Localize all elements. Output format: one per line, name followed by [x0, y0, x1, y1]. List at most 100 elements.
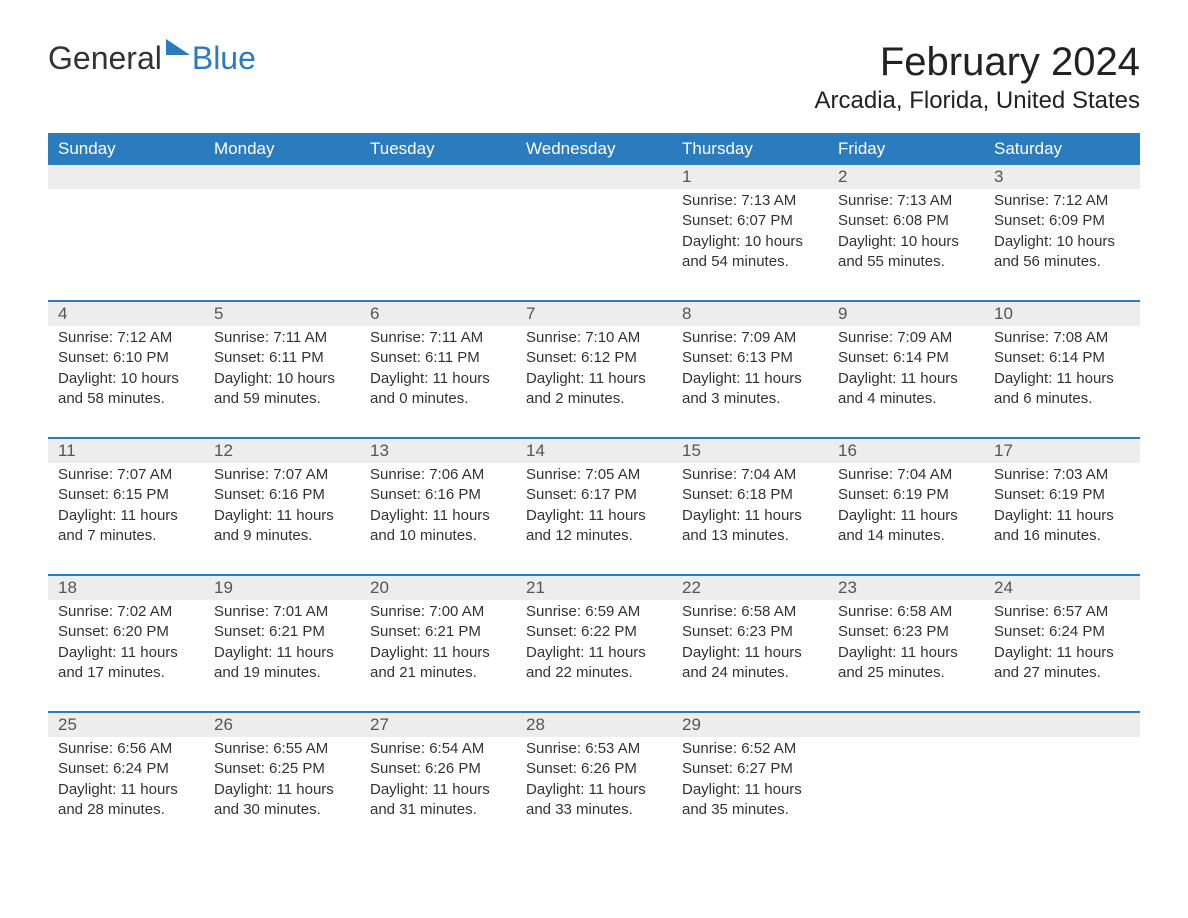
day-number: 17 [984, 439, 1140, 463]
day-number: 16 [828, 439, 984, 463]
calendar-day-cell: 1Sunrise: 7:13 AMSunset: 6:07 PMDaylight… [672, 165, 828, 300]
calendar-day-cell: 10Sunrise: 7:08 AMSunset: 6:14 PMDayligh… [984, 302, 1140, 437]
sunset-text: Sunset: 6:19 PM [994, 485, 1130, 505]
daylight-text: Daylight: 11 hours and 0 minutes. [370, 369, 506, 410]
daylight-text: Daylight: 11 hours and 25 minutes. [838, 643, 974, 684]
day-info: Sunrise: 6:59 AMSunset: 6:22 PMDaylight:… [526, 602, 662, 683]
calendar-week: 18Sunrise: 7:02 AMSunset: 6:20 PMDayligh… [48, 574, 1140, 711]
location-subtitle: Arcadia, Florida, United States [815, 87, 1141, 115]
day-number: 1 [672, 165, 828, 189]
sunrise-text: Sunrise: 7:10 AM [526, 328, 662, 348]
calendar-day-cell: 23Sunrise: 6:58 AMSunset: 6:23 PMDayligh… [828, 576, 984, 711]
sunrise-text: Sunrise: 6:58 AM [838, 602, 974, 622]
calendar-day-cell: 13Sunrise: 7:06 AMSunset: 6:16 PMDayligh… [360, 439, 516, 574]
sunset-text: Sunset: 6:24 PM [994, 622, 1130, 642]
day-info: Sunrise: 7:00 AMSunset: 6:21 PMDaylight:… [370, 602, 506, 683]
calendar-day-cell: 3Sunrise: 7:12 AMSunset: 6:09 PMDaylight… [984, 165, 1140, 300]
sunrise-text: Sunrise: 7:08 AM [994, 328, 1130, 348]
calendar-body: 1Sunrise: 7:13 AMSunset: 6:07 PMDaylight… [48, 165, 1140, 848]
day-info: Sunrise: 7:07 AMSunset: 6:16 PMDaylight:… [214, 465, 350, 546]
calendar-day-cell: 19Sunrise: 7:01 AMSunset: 6:21 PMDayligh… [204, 576, 360, 711]
sunset-text: Sunset: 6:15 PM [58, 485, 194, 505]
calendar-day-cell [360, 165, 516, 300]
sunset-text: Sunset: 6:21 PM [214, 622, 350, 642]
day-info: Sunrise: 7:12 AMSunset: 6:09 PMDaylight:… [994, 191, 1130, 272]
day-info: Sunrise: 6:58 AMSunset: 6:23 PMDaylight:… [682, 602, 818, 683]
sunset-text: Sunset: 6:13 PM [682, 348, 818, 368]
day-info: Sunrise: 6:57 AMSunset: 6:24 PMDaylight:… [994, 602, 1130, 683]
sunrise-text: Sunrise: 6:56 AM [58, 739, 194, 759]
day-number: 2 [828, 165, 984, 189]
sunset-text: Sunset: 6:09 PM [994, 211, 1130, 231]
calendar-day-cell [828, 713, 984, 848]
sunset-text: Sunset: 6:07 PM [682, 211, 818, 231]
calendar-day-cell: 9Sunrise: 7:09 AMSunset: 6:14 PMDaylight… [828, 302, 984, 437]
logo-text-blue: Blue [192, 40, 256, 77]
calendar-day-cell: 27Sunrise: 6:54 AMSunset: 6:26 PMDayligh… [360, 713, 516, 848]
day-number: 13 [360, 439, 516, 463]
calendar-day-cell: 17Sunrise: 7:03 AMSunset: 6:19 PMDayligh… [984, 439, 1140, 574]
day-number [984, 713, 1140, 737]
day-number: 29 [672, 713, 828, 737]
day-number: 6 [360, 302, 516, 326]
sunset-text: Sunset: 6:23 PM [682, 622, 818, 642]
daylight-text: Daylight: 11 hours and 3 minutes. [682, 369, 818, 410]
sunrise-text: Sunrise: 7:02 AM [58, 602, 194, 622]
sunrise-text: Sunrise: 6:54 AM [370, 739, 506, 759]
day-number: 4 [48, 302, 204, 326]
day-number: 21 [516, 576, 672, 600]
dayname-tuesday: Tuesday [360, 133, 516, 165]
sunrise-text: Sunrise: 7:00 AM [370, 602, 506, 622]
day-number: 28 [516, 713, 672, 737]
day-number [48, 165, 204, 189]
sunrise-text: Sunrise: 6:58 AM [682, 602, 818, 622]
daylight-text: Daylight: 11 hours and 22 minutes. [526, 643, 662, 684]
sunrise-text: Sunrise: 7:01 AM [214, 602, 350, 622]
calendar-day-cell: 28Sunrise: 6:53 AMSunset: 6:26 PMDayligh… [516, 713, 672, 848]
sunset-text: Sunset: 6:16 PM [370, 485, 506, 505]
calendar-day-cell [204, 165, 360, 300]
calendar-header-row: Sunday Monday Tuesday Wednesday Thursday… [48, 133, 1140, 165]
day-number [204, 165, 360, 189]
daylight-text: Daylight: 11 hours and 30 minutes. [214, 780, 350, 821]
sunrise-text: Sunrise: 6:53 AM [526, 739, 662, 759]
sunset-text: Sunset: 6:10 PM [58, 348, 194, 368]
daylight-text: Daylight: 11 hours and 13 minutes. [682, 506, 818, 547]
sunset-text: Sunset: 6:14 PM [994, 348, 1130, 368]
daylight-text: Daylight: 10 hours and 55 minutes. [838, 232, 974, 273]
sunset-text: Sunset: 6:14 PM [838, 348, 974, 368]
daylight-text: Daylight: 11 hours and 33 minutes. [526, 780, 662, 821]
calendar-day-cell: 18Sunrise: 7:02 AMSunset: 6:20 PMDayligh… [48, 576, 204, 711]
sunset-text: Sunset: 6:22 PM [526, 622, 662, 642]
sunset-text: Sunset: 6:20 PM [58, 622, 194, 642]
calendar-day-cell [516, 165, 672, 300]
sunrise-text: Sunrise: 6:55 AM [214, 739, 350, 759]
sunset-text: Sunset: 6:12 PM [526, 348, 662, 368]
daylight-text: Daylight: 10 hours and 58 minutes. [58, 369, 194, 410]
daylight-text: Daylight: 11 hours and 14 minutes. [838, 506, 974, 547]
sunset-text: Sunset: 6:26 PM [526, 759, 662, 779]
daylight-text: Daylight: 11 hours and 9 minutes. [214, 506, 350, 547]
sunrise-text: Sunrise: 7:06 AM [370, 465, 506, 485]
sunrise-text: Sunrise: 7:04 AM [682, 465, 818, 485]
day-info: Sunrise: 6:53 AMSunset: 6:26 PMDaylight:… [526, 739, 662, 820]
calendar-day-cell: 24Sunrise: 6:57 AMSunset: 6:24 PMDayligh… [984, 576, 1140, 711]
day-number: 25 [48, 713, 204, 737]
day-info: Sunrise: 7:03 AMSunset: 6:19 PMDaylight:… [994, 465, 1130, 546]
day-number: 14 [516, 439, 672, 463]
sunrise-text: Sunrise: 7:05 AM [526, 465, 662, 485]
day-info: Sunrise: 6:55 AMSunset: 6:25 PMDaylight:… [214, 739, 350, 820]
day-number: 11 [48, 439, 204, 463]
day-info: Sunrise: 7:13 AMSunset: 6:08 PMDaylight:… [838, 191, 974, 272]
logo-text-general: General [48, 40, 162, 77]
sunset-text: Sunset: 6:11 PM [214, 348, 350, 368]
sunrise-text: Sunrise: 7:11 AM [214, 328, 350, 348]
day-info: Sunrise: 7:06 AMSunset: 6:16 PMDaylight:… [370, 465, 506, 546]
month-title: February 2024 [815, 40, 1141, 85]
calendar-day-cell: 12Sunrise: 7:07 AMSunset: 6:16 PMDayligh… [204, 439, 360, 574]
day-info: Sunrise: 7:08 AMSunset: 6:14 PMDaylight:… [994, 328, 1130, 409]
calendar-day-cell: 16Sunrise: 7:04 AMSunset: 6:19 PMDayligh… [828, 439, 984, 574]
daylight-text: Daylight: 11 hours and 12 minutes. [526, 506, 662, 547]
dayname-thursday: Thursday [672, 133, 828, 165]
calendar-day-cell: 22Sunrise: 6:58 AMSunset: 6:23 PMDayligh… [672, 576, 828, 711]
